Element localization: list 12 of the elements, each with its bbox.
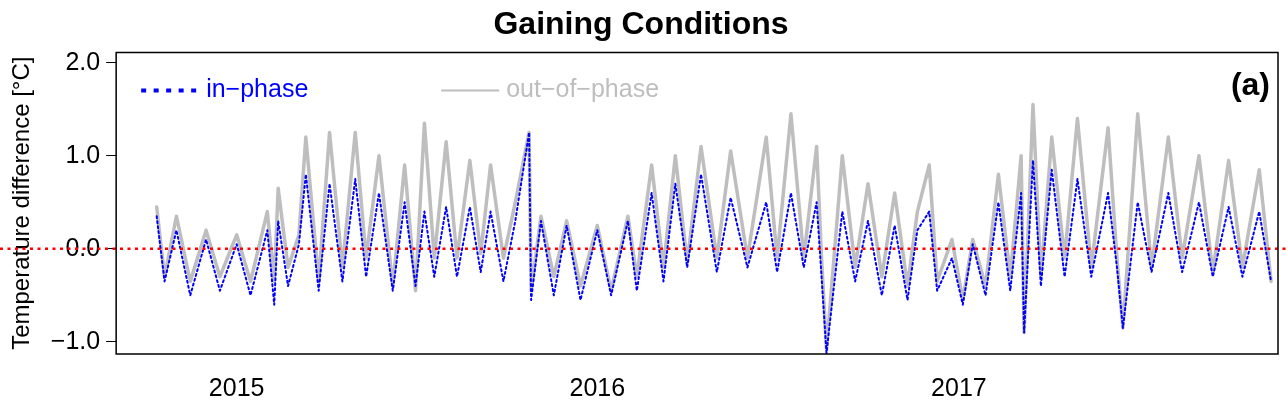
legend-label: out−of−phase <box>506 74 660 103</box>
annotation: (a) <box>1230 66 1270 103</box>
chart-title: Gaining Conditions <box>493 5 789 42</box>
x-tick-label: 2016 <box>569 372 626 401</box>
y-axis-title: Temperature difference [°C] <box>7 56 35 350</box>
y-tick-label: 1.0 <box>65 139 101 168</box>
legend-label: in−phase <box>206 74 309 103</box>
x-tick-label: 2015 <box>208 372 265 401</box>
y-tick-label: 0.0 <box>65 232 101 261</box>
y-tick-label: −1.0 <box>50 325 101 354</box>
y-tick-label: 2.0 <box>65 46 101 75</box>
x-tick-label: 2017 <box>931 372 987 401</box>
